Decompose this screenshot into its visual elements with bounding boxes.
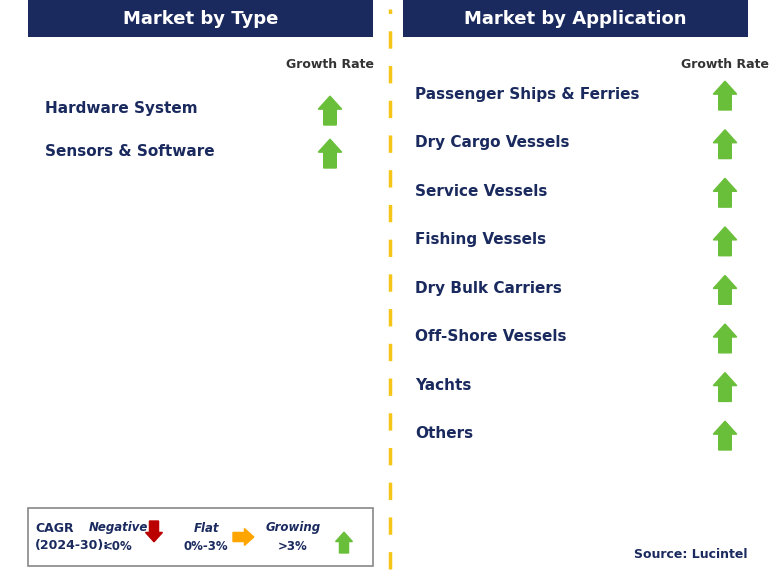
- FancyBboxPatch shape: [28, 508, 373, 566]
- Text: Flat: Flat: [193, 522, 219, 534]
- Polygon shape: [319, 139, 342, 168]
- Text: Source: Lucintel: Source: Lucintel: [635, 548, 748, 561]
- Text: Sensors & Software: Sensors & Software: [45, 144, 215, 159]
- Polygon shape: [713, 130, 737, 159]
- Text: Hardware System: Hardware System: [45, 102, 198, 116]
- Text: Growing: Growing: [265, 522, 321, 534]
- Text: Market by Application: Market by Application: [464, 9, 687, 27]
- Text: Dry Cargo Vessels: Dry Cargo Vessels: [415, 135, 570, 150]
- Bar: [403, 0, 748, 37]
- Text: Growth Rate: Growth Rate: [681, 57, 769, 71]
- Text: Service Vessels: Service Vessels: [415, 183, 547, 199]
- Polygon shape: [713, 324, 737, 353]
- Text: (2024-30):: (2024-30):: [35, 540, 109, 552]
- Polygon shape: [713, 373, 737, 401]
- Text: 0%-3%: 0%-3%: [184, 540, 229, 552]
- Text: >3%: >3%: [278, 540, 308, 552]
- Text: Yachts: Yachts: [415, 378, 471, 393]
- Text: Passenger Ships & Ferries: Passenger Ships & Ferries: [415, 86, 639, 102]
- Polygon shape: [713, 421, 737, 450]
- Text: <0%: <0%: [103, 540, 133, 552]
- Text: Others: Others: [415, 426, 473, 442]
- Text: Market by Type: Market by Type: [122, 9, 278, 27]
- Polygon shape: [713, 227, 737, 256]
- Polygon shape: [336, 532, 353, 553]
- Text: Fishing Vessels: Fishing Vessels: [415, 232, 546, 247]
- Polygon shape: [713, 276, 737, 304]
- Polygon shape: [713, 81, 737, 110]
- Text: Growth Rate: Growth Rate: [286, 57, 374, 71]
- Text: Negative: Negative: [88, 522, 148, 534]
- Polygon shape: [146, 521, 163, 542]
- Text: CAGR: CAGR: [35, 522, 74, 534]
- Bar: [28, 0, 373, 37]
- Polygon shape: [713, 178, 737, 207]
- Polygon shape: [319, 96, 342, 125]
- Polygon shape: [233, 529, 253, 545]
- Text: Dry Bulk Carriers: Dry Bulk Carriers: [415, 281, 562, 296]
- Text: Off-Shore Vessels: Off-Shore Vessels: [415, 329, 567, 345]
